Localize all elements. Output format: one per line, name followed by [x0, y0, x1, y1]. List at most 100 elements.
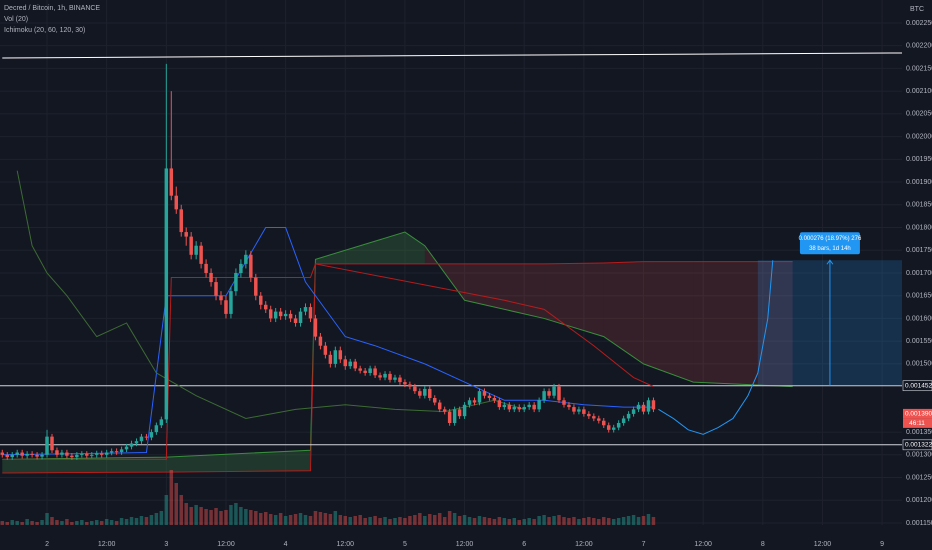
candle-body — [472, 400, 477, 403]
candle-body — [0, 452, 5, 455]
candle-body — [527, 404, 531, 408]
price-label: 0.001452 — [905, 382, 932, 389]
candle-body — [119, 449, 124, 453]
candle-body — [65, 452, 69, 456]
candle-body — [477, 391, 482, 403]
candle-body — [184, 232, 188, 237]
volume-bar — [303, 515, 308, 525]
volume-bar — [194, 505, 198, 525]
volume-bar — [55, 520, 59, 525]
candle-body — [378, 375, 382, 378]
candle-body — [616, 422, 621, 428]
volume-bar — [214, 508, 218, 525]
candle-body — [408, 384, 412, 387]
indicator-line — [2, 263, 654, 460]
candle-body — [532, 404, 536, 410]
candle-body — [229, 291, 233, 314]
candle-body — [109, 451, 114, 453]
candle-body — [234, 272, 238, 292]
y-tick-label: 0.002250 — [906, 20, 932, 27]
cloud-segment — [2, 457, 167, 473]
volume-bar — [547, 517, 551, 525]
candle-body — [25, 453, 29, 456]
volume-bar — [15, 521, 19, 525]
volume-bar — [278, 513, 283, 525]
volume-bar — [109, 520, 114, 525]
candle-body — [542, 391, 546, 401]
candle-body — [358, 368, 362, 371]
volume-bar — [433, 515, 437, 525]
candle-body — [60, 452, 64, 455]
volume-bar — [199, 507, 203, 525]
candle-body — [10, 454, 14, 458]
volume-bar — [209, 510, 213, 525]
x-tick-label: 12:00 — [98, 541, 116, 548]
x-tick-label: 12:00 — [217, 541, 235, 548]
cloud-segment — [544, 262, 604, 337]
price-label: 0.001322 — [905, 442, 932, 449]
volume-bar — [437, 513, 442, 525]
volume-bar — [462, 515, 467, 525]
candle-body — [194, 245, 198, 255]
candle-body — [582, 409, 586, 414]
time-axis — [0, 525, 932, 550]
candle-body — [224, 300, 228, 314]
volume-bar — [383, 517, 387, 525]
candle-body — [129, 443, 134, 447]
candle-body — [562, 400, 566, 405]
candle-body — [303, 307, 308, 312]
candle-body — [328, 354, 333, 364]
candle-body — [159, 419, 164, 426]
candle-body — [567, 404, 571, 408]
x-tick-label: 5 — [403, 541, 407, 548]
volume-bar — [562, 517, 566, 525]
volume-bar — [602, 517, 606, 525]
candle-body — [268, 309, 273, 319]
candle-body — [85, 453, 89, 456]
volume-bar — [308, 516, 313, 525]
candle-body — [318, 336, 323, 346]
candle-body — [572, 407, 576, 412]
volume-bar — [144, 517, 149, 525]
volume-bar — [353, 516, 357, 525]
price-label: 0.001390 — [905, 411, 932, 418]
volume-bar — [393, 518, 397, 525]
volume-bar — [413, 515, 417, 525]
candle-body — [99, 453, 104, 455]
candle-body — [164, 168, 169, 420]
volume-bar — [174, 483, 179, 525]
candle-body — [134, 441, 139, 444]
candle-body — [433, 397, 437, 403]
volume-bar — [85, 522, 89, 525]
candle-body — [209, 272, 213, 283]
candle-body — [239, 263, 243, 273]
volume-bar — [378, 518, 382, 525]
cloud-segment — [315, 232, 405, 264]
volume-bar — [527, 518, 531, 525]
candle-body — [423, 388, 427, 396]
candle-body — [249, 254, 253, 278]
volume-bar — [447, 511, 452, 525]
candle-body — [442, 409, 447, 412]
cloud-segment — [603, 261, 644, 364]
volume-bar — [5, 522, 9, 525]
candle-body — [45, 436, 49, 455]
candle-body — [522, 407, 526, 410]
volume-bar — [333, 511, 338, 525]
cloud-line — [2, 231, 793, 460]
x-tick-label: 3 — [164, 541, 168, 548]
volume-bar — [641, 516, 646, 525]
volume-bar — [99, 521, 104, 525]
currency-label: BTC — [910, 6, 924, 13]
candle-body — [199, 245, 203, 264]
candle-body — [139, 436, 144, 442]
volume-bar — [189, 507, 193, 525]
